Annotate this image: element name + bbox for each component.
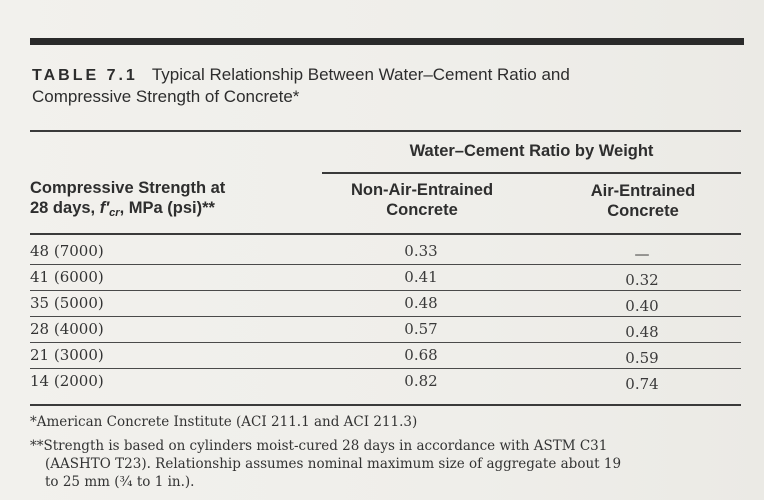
row-air-value: 0.32 xyxy=(625,271,659,289)
row-non-air-value: 0.48 xyxy=(404,294,438,312)
col-header-strength-prefix: 28 days, xyxy=(30,199,100,217)
table-title-line1: Typical Relationship Between Water–Cemen… xyxy=(151,65,570,84)
top-thick-rule xyxy=(30,38,744,45)
col-header-non-air: Non-Air-Entrained Concrete xyxy=(322,180,522,220)
table-number: TABLE 7.1 xyxy=(32,67,138,84)
col-header-non-air-line1: Non-Air-Entrained xyxy=(350,181,494,199)
col-header-strength: Compressive Strength at 28 days, f′cr, M… xyxy=(30,178,320,223)
row-divider xyxy=(30,368,741,369)
col-header-strength-suffix: , MPa (psi)** xyxy=(119,199,215,217)
row-air-value: — xyxy=(634,245,650,263)
header-bottom-rule xyxy=(30,233,741,235)
row-non-air-value: 0.41 xyxy=(404,268,438,286)
col-header-strength-sub: cr xyxy=(109,207,120,219)
group-header-underline xyxy=(322,172,741,174)
col-header-air: Air-Entrained Concrete xyxy=(543,181,743,221)
row-divider xyxy=(30,290,741,291)
row-air-value: 0.40 xyxy=(625,297,659,315)
footnote-2-line1: **Strength is based on cylinders moist-c… xyxy=(30,438,608,454)
group-header: Water–Cement Ratio by Weight xyxy=(409,142,654,160)
row-air-value: 0.48 xyxy=(625,323,659,341)
table-title-line2: Compressive Strength of Concrete* xyxy=(32,87,300,106)
row-strength-label: 48 (7000) xyxy=(30,242,104,260)
header-top-rule xyxy=(30,130,741,132)
table-caption: TABLE 7.1 Typical Relationship Between Wa… xyxy=(32,64,732,107)
col-header-non-air-line2: Concrete xyxy=(386,201,458,219)
footnote-1: *American Concrete Institute (ACI 211.1 … xyxy=(30,414,418,430)
row-divider xyxy=(30,342,741,343)
row-non-air-value: 0.33 xyxy=(404,242,438,260)
footnote-2-line3: to 25 mm (³⁄₄ to 1 in.). xyxy=(45,474,195,490)
row-strength-label: 35 (5000) xyxy=(30,294,104,312)
col-header-air-line2: Concrete xyxy=(607,202,679,220)
row-strength-label: 14 (2000) xyxy=(30,372,104,390)
row-divider xyxy=(30,316,741,317)
col-header-strength-f: f′ xyxy=(99,199,110,217)
row-divider xyxy=(30,264,741,265)
row-air-value: 0.74 xyxy=(625,375,659,393)
col-header-strength-line1: Compressive Strength at xyxy=(30,179,226,197)
row-strength-label: 41 (6000) xyxy=(30,268,104,286)
row-non-air-value: 0.68 xyxy=(404,346,438,364)
row-non-air-value: 0.57 xyxy=(404,320,438,338)
row-air-value: 0.59 xyxy=(625,349,659,367)
col-header-air-line1: Air-Entrained xyxy=(590,182,696,200)
footnote-2-line2: (AASHTO T23). Relationship assumes nomin… xyxy=(45,456,622,472)
table-bottom-rule xyxy=(30,404,741,406)
row-strength-label: 21 (3000) xyxy=(30,346,104,364)
row-strength-label: 28 (4000) xyxy=(30,320,104,338)
row-non-air-value: 0.82 xyxy=(404,372,438,390)
